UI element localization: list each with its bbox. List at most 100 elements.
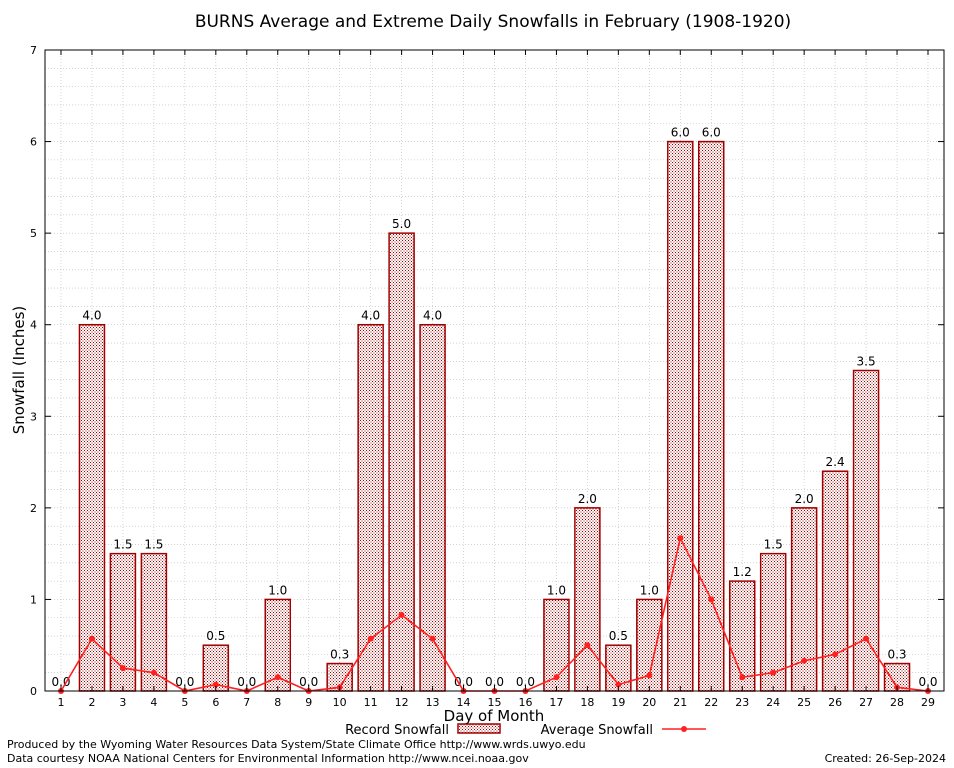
bar-day-26 (821, 470, 849, 692)
average-point-day-2 (88, 635, 95, 642)
bar-day-4 (140, 552, 168, 692)
x-tick-label-4: 4 (150, 696, 157, 709)
bar-label-day-24: 1.5 (764, 538, 783, 552)
average-point-day-26 (832, 651, 839, 658)
legend-average-label: Average Snowfall (541, 723, 653, 736)
y-axis: 0 1 2 3 4 5 6 7 (30, 44, 944, 698)
legend-average-marker (681, 726, 687, 732)
bar-label-day-21: 6.0 (671, 126, 690, 140)
x-tick-label-10: 10 (333, 696, 347, 709)
legend-record-swatch (457, 723, 501, 734)
footer-created-date: Created: 26-Sep-2024 (824, 752, 946, 765)
average-point-day-11 (367, 635, 374, 642)
bar-label-day-18: 2.0 (578, 492, 597, 506)
bar-value-labels: 0.0 4.0 1.5 1.5 0.0 0.5 0.0 1.0 0.0 0.3 4.0 5.0 4.0 0… (51, 126, 937, 689)
bar-label-day-16: 0.0 (516, 675, 535, 689)
bar-label-day-12: 5.0 (392, 217, 411, 231)
y-axis-label: Snowfall (Inches) (10, 306, 28, 434)
x-tick-label-22: 22 (704, 696, 718, 709)
y-tick-label-7: 7 (30, 44, 37, 57)
bar-label-day-13: 4.0 (423, 309, 442, 323)
snowfall-chart: BURNS Average and Extreme Daily Snowfall… (10, 12, 945, 736)
bar-label-day-25: 2.0 (795, 492, 814, 506)
x-tick-label-8: 8 (274, 696, 281, 709)
average-point-day-21 (677, 535, 684, 542)
y-tick-label-2: 2 (30, 502, 37, 515)
bar-label-day-17: 1.0 (547, 583, 566, 597)
bar-day-24 (759, 552, 787, 692)
x-tick-label-11: 11 (364, 696, 378, 709)
average-point-day-13 (429, 635, 436, 642)
x-tick-label-2: 2 (88, 696, 95, 709)
x-tick-label-18: 18 (580, 696, 594, 709)
legend-record-label: Record Snowfall (345, 723, 449, 736)
y-tick-label-0: 0 (30, 685, 37, 698)
x-tick-label-12: 12 (395, 696, 409, 709)
x-tick-label-19: 19 (611, 696, 625, 709)
bar-label-day-8: 1.0 (268, 583, 287, 597)
x-tick-label-28: 28 (890, 696, 904, 709)
legend: Record Snowfall Average Snowfall (345, 723, 706, 736)
bar-label-day-3: 1.5 (113, 538, 132, 552)
chart-title: BURNS Average and Extreme Daily Snowfall… (195, 12, 791, 32)
x-tick-label-24: 24 (766, 696, 780, 709)
bar-label-day-14: 0.0 (454, 675, 473, 689)
bar-label-day-28: 0.3 (887, 648, 906, 662)
bar-label-day-26: 2.4 (826, 455, 845, 469)
bar-day-11 (357, 323, 384, 692)
x-tick-label-25: 25 (797, 696, 811, 709)
average-point-day-3 (119, 665, 126, 672)
average-point-day-6 (212, 681, 219, 688)
average-point-day-20 (646, 672, 653, 679)
x-tick-label-20: 20 (642, 696, 656, 709)
bar-day-13 (419, 323, 446, 692)
x-tick-label-16: 16 (518, 696, 532, 709)
bar-day-22 (698, 140, 725, 692)
average-point-day-12 (398, 611, 405, 618)
bar-day-18 (574, 507, 601, 692)
x-tick-label-1: 1 (58, 696, 65, 709)
average-point-day-27 (863, 635, 870, 642)
bar-label-day-7: 0.0 (237, 675, 256, 689)
bar-label-day-4: 1.5 (144, 538, 163, 552)
x-axis: 1 2 3 4 5 6 7 8 9 10 11 12 13 14 15 16 17 18 19 20 21 22 23 24 2… (58, 50, 935, 709)
x-tick-label-7: 7 (243, 696, 250, 709)
y-tick-label-1: 1 (30, 593, 37, 606)
bar-day-21 (667, 140, 694, 692)
bar-label-day-20: 1.0 (640, 583, 659, 597)
x-tick-label-21: 21 (673, 696, 687, 709)
bar-label-day-29: 0.0 (918, 675, 937, 689)
bar-label-day-1: 0.0 (51, 675, 70, 689)
y-tick-label-4: 4 (30, 319, 37, 332)
x-tick-label-9: 9 (305, 696, 312, 709)
bar-label-day-9: 0.0 (299, 675, 318, 689)
bar-label-day-23: 1.2 (733, 565, 752, 579)
x-tick-label-23: 23 (735, 696, 749, 709)
average-point-day-4 (150, 669, 157, 676)
x-tick-label-29: 29 (921, 696, 935, 709)
bar-label-day-15: 0.0 (485, 675, 504, 689)
bar-label-day-5: 0.0 (175, 675, 194, 689)
bar-label-day-27: 3.5 (857, 355, 876, 369)
bar-label-day-19: 0.5 (609, 629, 628, 643)
footer-data-source: Data courtesy NOAA National Centers for … (7, 752, 529, 765)
average-point-day-8 (274, 674, 281, 681)
average-point-day-18 (584, 642, 591, 649)
footer-producer: Produced by the Wyoming Water Resources … (7, 738, 586, 751)
x-tick-label-27: 27 (859, 696, 873, 709)
bar-label-day-6: 0.5 (206, 629, 225, 643)
x-tick-label-15: 15 (488, 696, 502, 709)
x-tick-label-13: 13 (426, 696, 440, 709)
average-point-day-23 (739, 674, 746, 681)
average-point-day-22 (708, 596, 715, 603)
x-tick-label-17: 17 (549, 696, 563, 709)
average-point-day-24 (770, 669, 777, 676)
x-tick-label-26: 26 (828, 696, 842, 709)
x-axis-label: Day of Month (444, 707, 545, 725)
bar-label-day-22: 6.0 (702, 126, 721, 140)
average-point-day-17 (553, 674, 560, 681)
x-tick-label-5: 5 (181, 696, 188, 709)
bar-label-day-10: 0.3 (330, 648, 349, 662)
x-tick-label-3: 3 (119, 696, 126, 709)
average-point-day-25 (801, 657, 808, 664)
